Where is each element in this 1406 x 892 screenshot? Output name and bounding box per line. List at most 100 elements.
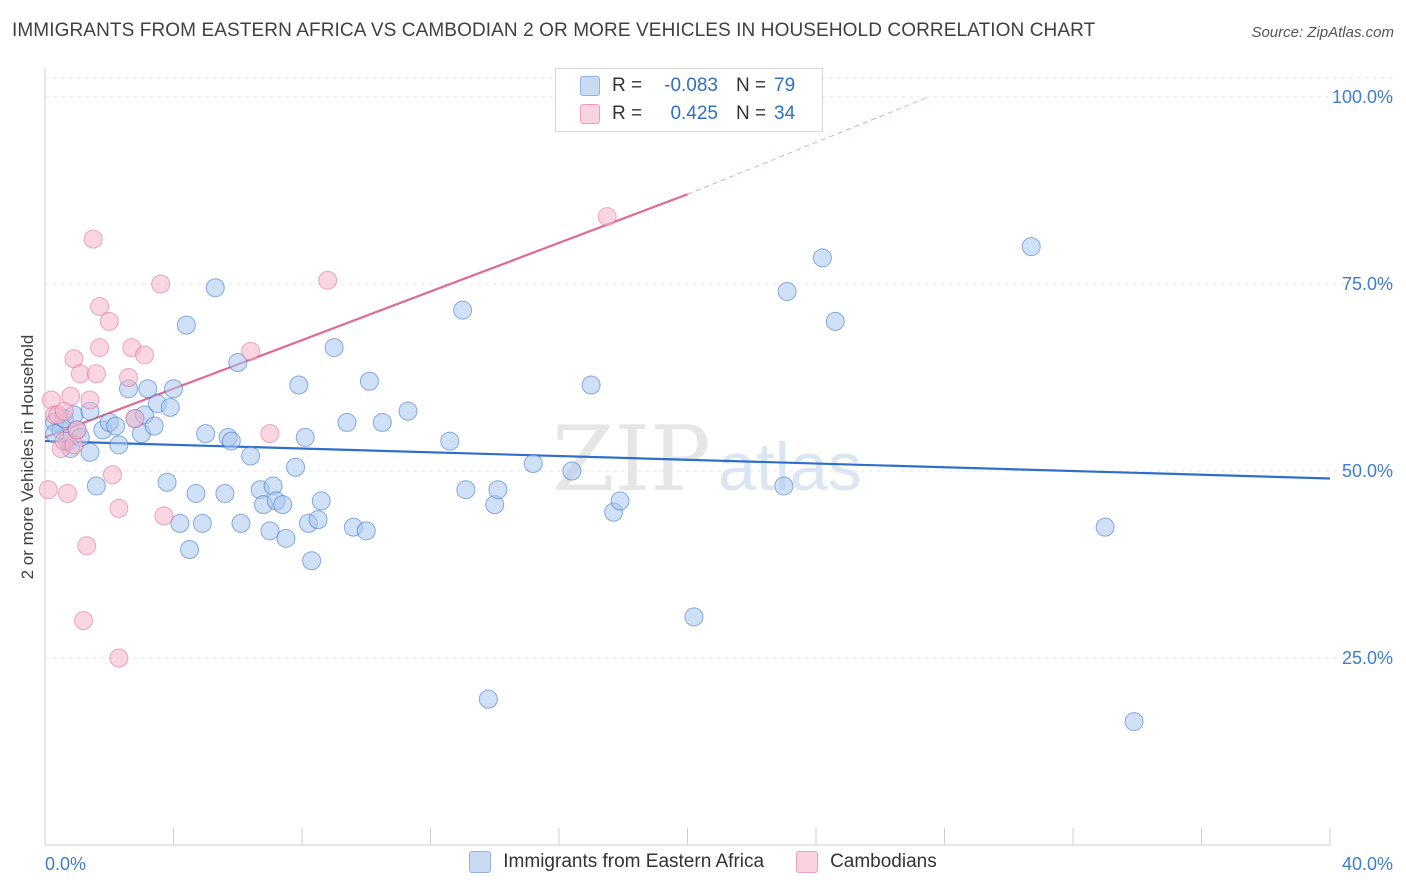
point-eastern-africa <box>286 457 306 477</box>
point-eastern-africa <box>774 476 794 496</box>
point-eastern-africa <box>260 521 280 541</box>
point-eastern-africa <box>308 510 328 530</box>
point-eastern-africa <box>1095 517 1115 537</box>
point-cambodian <box>151 274 171 294</box>
stats-n-value: 34 <box>774 103 796 124</box>
y-tick-label: 25.0% <box>1342 648 1393 668</box>
legend-item-cambodians[interactable]: Cambodians <box>796 851 937 873</box>
point-cambodian <box>70 364 90 384</box>
data-points <box>38 207 1144 732</box>
chart-title: IMMIGRANTS FROM EASTERN AFRICA VS CAMBOD… <box>12 20 1096 41</box>
point-cambodian <box>119 368 139 387</box>
point-cambodian <box>135 345 155 365</box>
point-eastern-africa <box>241 446 261 466</box>
point-eastern-africa <box>456 480 476 500</box>
legend-item-eastern-africa[interactable]: Immigrants from Eastern Africa <box>469 851 764 873</box>
trend-line-eastern-africa <box>44 439 1331 480</box>
point-eastern-africa <box>324 338 344 358</box>
stats-r-value: 0.425 <box>670 103 718 124</box>
legend-swatch-cambodians <box>796 851 819 873</box>
stats-n-label: N = <box>736 75 767 96</box>
point-eastern-africa <box>562 461 582 481</box>
point-eastern-africa <box>80 442 100 462</box>
legend-swatch-eastern-africa <box>469 851 492 873</box>
point-cambodian <box>57 483 77 503</box>
point-eastern-africa <box>777 281 797 301</box>
point-eastern-africa <box>825 311 845 331</box>
gridlines <box>45 77 1395 659</box>
point-eastern-africa <box>144 416 164 436</box>
point-eastern-africa <box>610 491 630 511</box>
x-ticks <box>44 828 1331 845</box>
point-eastern-africa <box>372 412 392 432</box>
y-tick-label: 75.0% <box>1342 274 1393 294</box>
trend-line-cambodian <box>44 193 688 439</box>
point-eastern-africa <box>1124 712 1144 732</box>
point-eastern-africa <box>478 689 498 709</box>
point-cambodian <box>102 465 122 485</box>
point-cambodian <box>241 341 261 361</box>
x-tick-label-max: 40.0% <box>1342 854 1393 874</box>
point-eastern-africa <box>398 401 418 421</box>
point-eastern-africa <box>289 375 309 395</box>
stats-row-cambodians: R = 0.425 N = 34 <box>580 102 795 126</box>
point-eastern-africa <box>186 483 206 503</box>
point-cambodian <box>597 207 617 227</box>
point-cambodian <box>77 536 97 556</box>
legend: Immigrants from Eastern Africa Cambodian… <box>0 851 1406 873</box>
point-cambodian <box>74 611 94 631</box>
point-eastern-africa <box>276 528 296 548</box>
chart-source: Source: ZipAtlas.com <box>1251 24 1394 41</box>
point-cambodian <box>154 506 174 526</box>
y-tick-labels: 25.0% 50.0% 75.0% 100.0% <box>1332 87 1393 668</box>
y-tick-label: 50.0% <box>1342 461 1393 481</box>
stats-swatch-cambodians <box>580 104 600 124</box>
point-eastern-africa <box>109 435 129 455</box>
point-cambodian <box>90 338 110 358</box>
point-cambodian <box>67 420 87 440</box>
point-eastern-africa <box>164 379 183 399</box>
point-eastern-africa <box>215 483 235 503</box>
point-cambodian <box>109 498 129 518</box>
point-eastern-africa <box>356 521 376 541</box>
point-eastern-africa <box>228 353 248 373</box>
point-cambodian <box>260 424 280 444</box>
point-cambodian <box>109 648 129 668</box>
x-tick-label-min: 0.0% <box>45 854 86 874</box>
point-cambodian <box>61 386 81 406</box>
point-eastern-africa <box>231 513 251 533</box>
point-eastern-africa <box>180 540 200 560</box>
point-eastern-africa <box>106 416 126 436</box>
trend-line-cambodian-extension <box>687 96 929 195</box>
point-eastern-africa <box>684 607 704 627</box>
point-cambodian <box>80 390 100 410</box>
point-eastern-africa <box>440 431 460 451</box>
stats-r-value: -0.083 <box>664 75 718 96</box>
point-eastern-africa <box>221 431 241 451</box>
point-eastern-africa <box>302 551 322 571</box>
point-eastern-africa <box>311 491 331 511</box>
point-eastern-africa <box>273 495 293 515</box>
point-cambodian <box>38 480 58 500</box>
stats-r-label: R = <box>612 103 643 124</box>
stats-n-label: N = <box>736 103 767 124</box>
point-eastern-africa <box>157 472 177 492</box>
point-cambodian <box>125 409 145 429</box>
point-eastern-africa <box>160 397 180 417</box>
stats-swatch-eastern-africa <box>580 76 600 96</box>
point-cambodian <box>90 296 110 316</box>
point-eastern-africa <box>453 300 473 320</box>
x-tick-labels: 0.0% 40.0% <box>45 854 1393 874</box>
point-eastern-africa <box>581 375 601 395</box>
point-eastern-africa <box>1021 237 1041 257</box>
point-eastern-africa <box>523 454 543 474</box>
stats-r-label: R = <box>612 75 643 96</box>
point-eastern-africa <box>337 412 357 432</box>
point-eastern-africa <box>192 513 212 533</box>
point-eastern-africa <box>86 476 106 496</box>
point-eastern-africa <box>812 248 832 268</box>
point-eastern-africa <box>196 424 216 444</box>
stats-n-value: 79 <box>774 75 796 96</box>
stats-box: R = -0.083 N = 79 R = 0.425 N = 34 <box>555 68 823 132</box>
